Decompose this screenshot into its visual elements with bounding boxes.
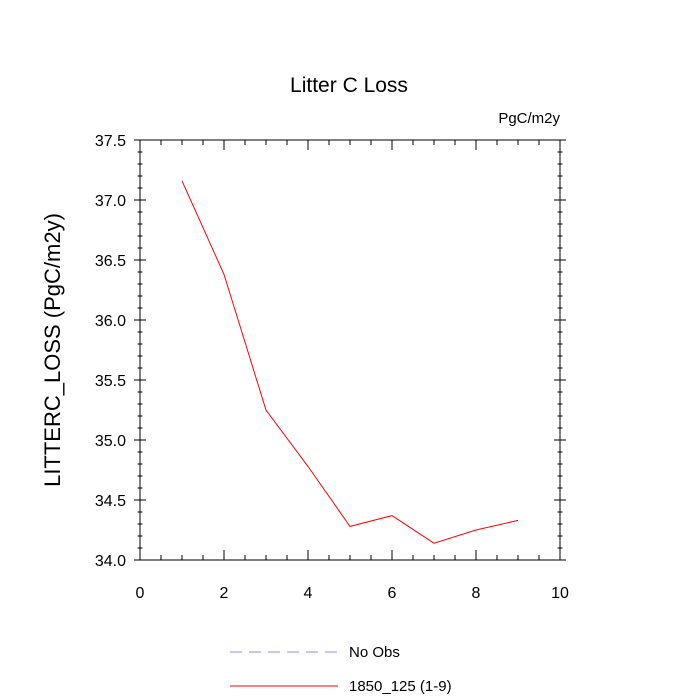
x-tick-label: 10 <box>551 585 569 602</box>
y-tick-label: 37.5 <box>95 133 126 150</box>
y-tick-label: 36.5 <box>95 253 126 270</box>
x-tick-label: 6 <box>388 585 397 602</box>
y-tick-label: 35.5 <box>95 373 126 390</box>
y-tick-label: 35.0 <box>95 433 126 450</box>
series-line <box>181 180 519 544</box>
x-tick-label: 4 <box>304 585 313 602</box>
plot-frame <box>139 139 561 561</box>
legend-label: No Obs <box>349 644 400 661</box>
units-label: PgC/m2y <box>498 110 560 127</box>
y-tick-label: 34.5 <box>95 493 126 510</box>
x-tick-label: 2 <box>220 585 229 602</box>
y-tick-label: 34.0 <box>95 553 126 570</box>
x-tick-label: 0 <box>136 585 145 602</box>
y-tick-label: 36.0 <box>95 313 126 330</box>
legend-label: 1850_125 (1-9) <box>349 678 452 695</box>
x-tick-label: 8 <box>472 585 481 602</box>
legend: No Obs 1850_125 (1-9) <box>230 644 452 695</box>
series-layer <box>181 180 519 544</box>
chart-title: Litter C Loss <box>290 74 408 97</box>
y-axis-label: LITTERC_LOSS (PgC/m2y) <box>40 213 65 487</box>
y-tick-label: 37.0 <box>95 193 126 210</box>
ticks-layer: 0 2 4 6 8 10 34.0 34.5 35.0 35.5 36.0 36.5 37.0 37.5 <box>95 133 569 602</box>
